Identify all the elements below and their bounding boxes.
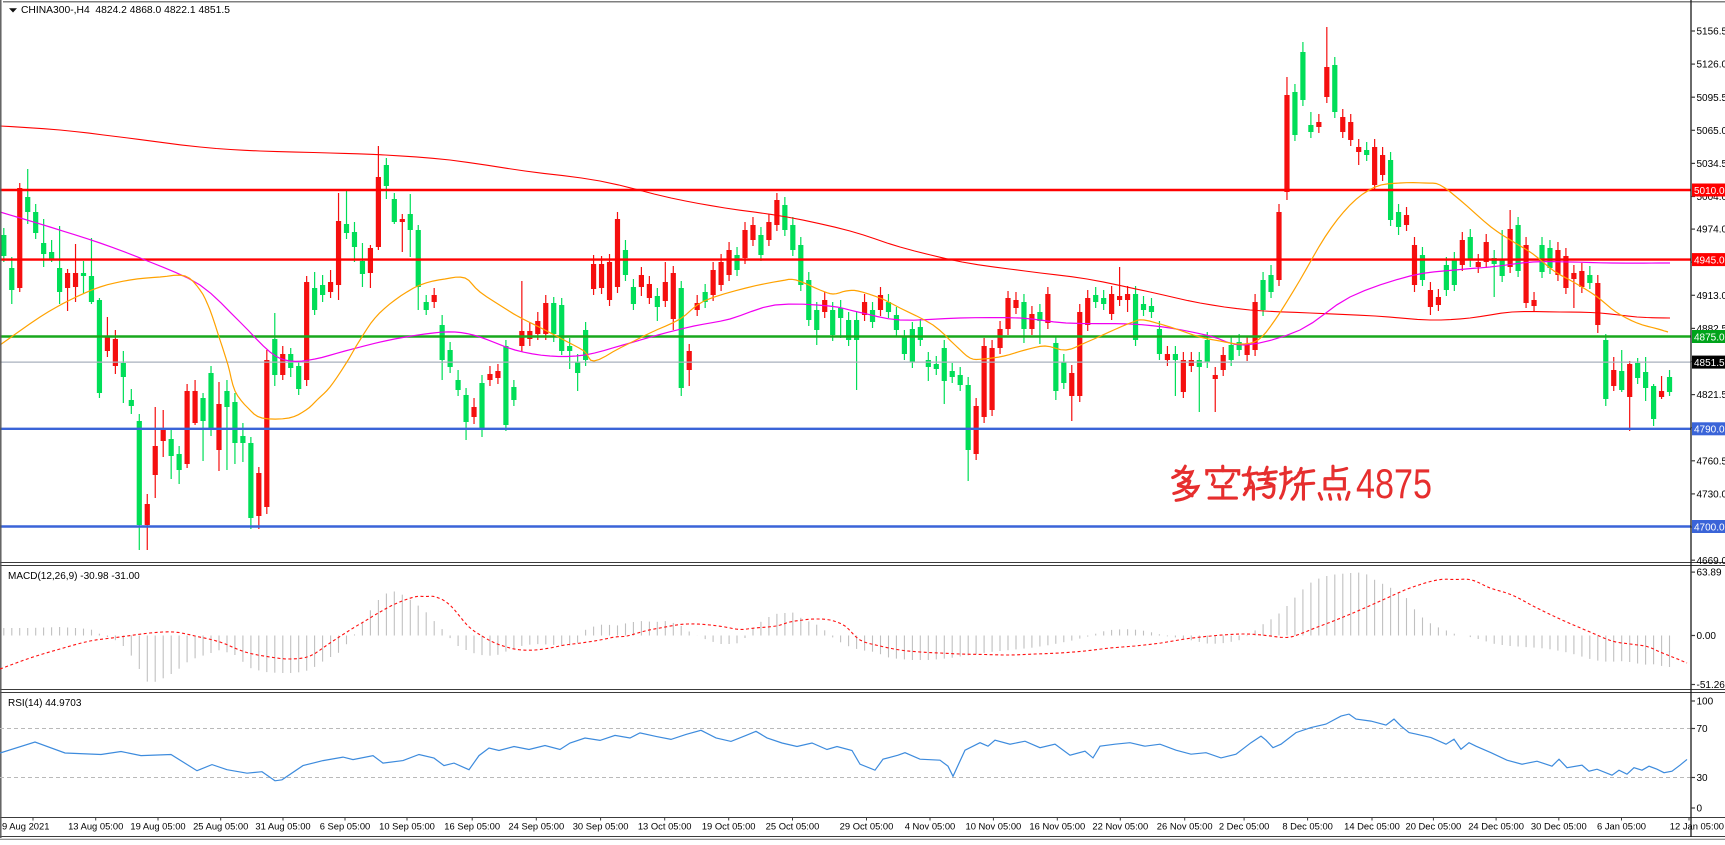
svg-text:63.89: 63.89 [1697,568,1722,579]
svg-text:0.00: 0.00 [1697,631,1717,642]
svg-text:16 Sep 05:00: 16 Sep 05:00 [444,821,500,832]
svg-text:4851.5: 4851.5 [1694,358,1725,369]
svg-text:30 Dec 05:00: 30 Dec 05:00 [1531,821,1587,832]
svg-text:5095.5: 5095.5 [1697,93,1725,104]
svg-text:26 Nov 05:00: 26 Nov 05:00 [1157,821,1213,832]
svg-text:4790.0: 4790.0 [1694,425,1725,436]
svg-text:4 Nov 05:00: 4 Nov 05:00 [905,821,956,832]
svg-text:16 Nov 05:00: 16 Nov 05:00 [1029,821,1085,832]
svg-text:5126.0: 5126.0 [1697,60,1725,71]
svg-text:RSI(14) 44.9703: RSI(14) 44.9703 [8,698,82,709]
svg-text:25 Oct 05:00: 25 Oct 05:00 [766,821,820,832]
svg-text:0: 0 [1697,804,1703,815]
svg-text:9 Aug 2021: 9 Aug 2021 [2,821,49,832]
svg-text:14 Dec 05:00: 14 Dec 05:00 [1344,821,1400,832]
svg-text:5065.0: 5065.0 [1697,126,1725,137]
svg-text:CHINA300-,H4 4824.2 4868.0 48: CHINA300-,H4 4824.2 4868.0 4822.1 4851.5 [21,5,230,16]
svg-text:4974.0: 4974.0 [1697,225,1725,236]
svg-text:29 Oct 05:00: 29 Oct 05:00 [840,821,894,832]
svg-text:2 Dec 05:00: 2 Dec 05:00 [1219,821,1270,832]
svg-text:4730.0: 4730.0 [1697,490,1725,501]
svg-text:31 Aug 05:00: 31 Aug 05:00 [255,821,310,832]
svg-text:12 Jan 05:00: 12 Jan 05:00 [1670,821,1724,832]
svg-text:30: 30 [1697,773,1709,784]
svg-text:100: 100 [1697,697,1714,708]
svg-text:70: 70 [1697,724,1709,735]
svg-text:10 Nov 05:00: 10 Nov 05:00 [966,821,1022,832]
svg-text:4945.0: 4945.0 [1694,255,1725,266]
svg-text:8 Dec 05:00: 8 Dec 05:00 [1282,821,1333,832]
svg-text:-51.26: -51.26 [1697,680,1725,691]
svg-text:4821.5: 4821.5 [1697,390,1725,401]
svg-text:4913.0: 4913.0 [1697,291,1725,302]
svg-text:13 Oct 05:00: 13 Oct 05:00 [638,821,692,832]
svg-text:6 Sep 05:00: 6 Sep 05:00 [320,821,371,832]
svg-text:19 Aug 05:00: 19 Aug 05:00 [130,821,185,832]
svg-text:25 Aug 05:00: 25 Aug 05:00 [193,821,248,832]
svg-text:5010.0: 5010.0 [1694,186,1725,197]
svg-text:22 Nov 05:00: 22 Nov 05:00 [1092,821,1148,832]
svg-text:4760.5: 4760.5 [1697,456,1725,467]
svg-text:20 Dec 05:00: 20 Dec 05:00 [1406,821,1462,832]
svg-text:4669.0: 4669.0 [1697,556,1725,567]
svg-text:19 Oct 05:00: 19 Oct 05:00 [702,821,756,832]
svg-text:5034.5: 5034.5 [1697,159,1725,170]
svg-text:5156.5: 5156.5 [1697,27,1725,38]
svg-text:10 Sep 05:00: 10 Sep 05:00 [379,821,435,832]
svg-text:4875: 4875 [1356,460,1432,507]
svg-text:4700.0: 4700.0 [1694,522,1725,533]
svg-text:4875.0: 4875.0 [1694,332,1725,343]
svg-text:24 Dec 05:00: 24 Dec 05:00 [1468,821,1524,832]
svg-text:MACD(12,26,9) -30.98 -31.00: MACD(12,26,9) -30.98 -31.00 [8,571,140,582]
svg-text:24 Sep 05:00: 24 Sep 05:00 [508,821,564,832]
svg-text:13 Aug 05:00: 13 Aug 05:00 [68,821,123,832]
svg-text:30 Sep 05:00: 30 Sep 05:00 [573,821,629,832]
svg-text:6 Jan 05:00: 6 Jan 05:00 [1597,821,1646,832]
